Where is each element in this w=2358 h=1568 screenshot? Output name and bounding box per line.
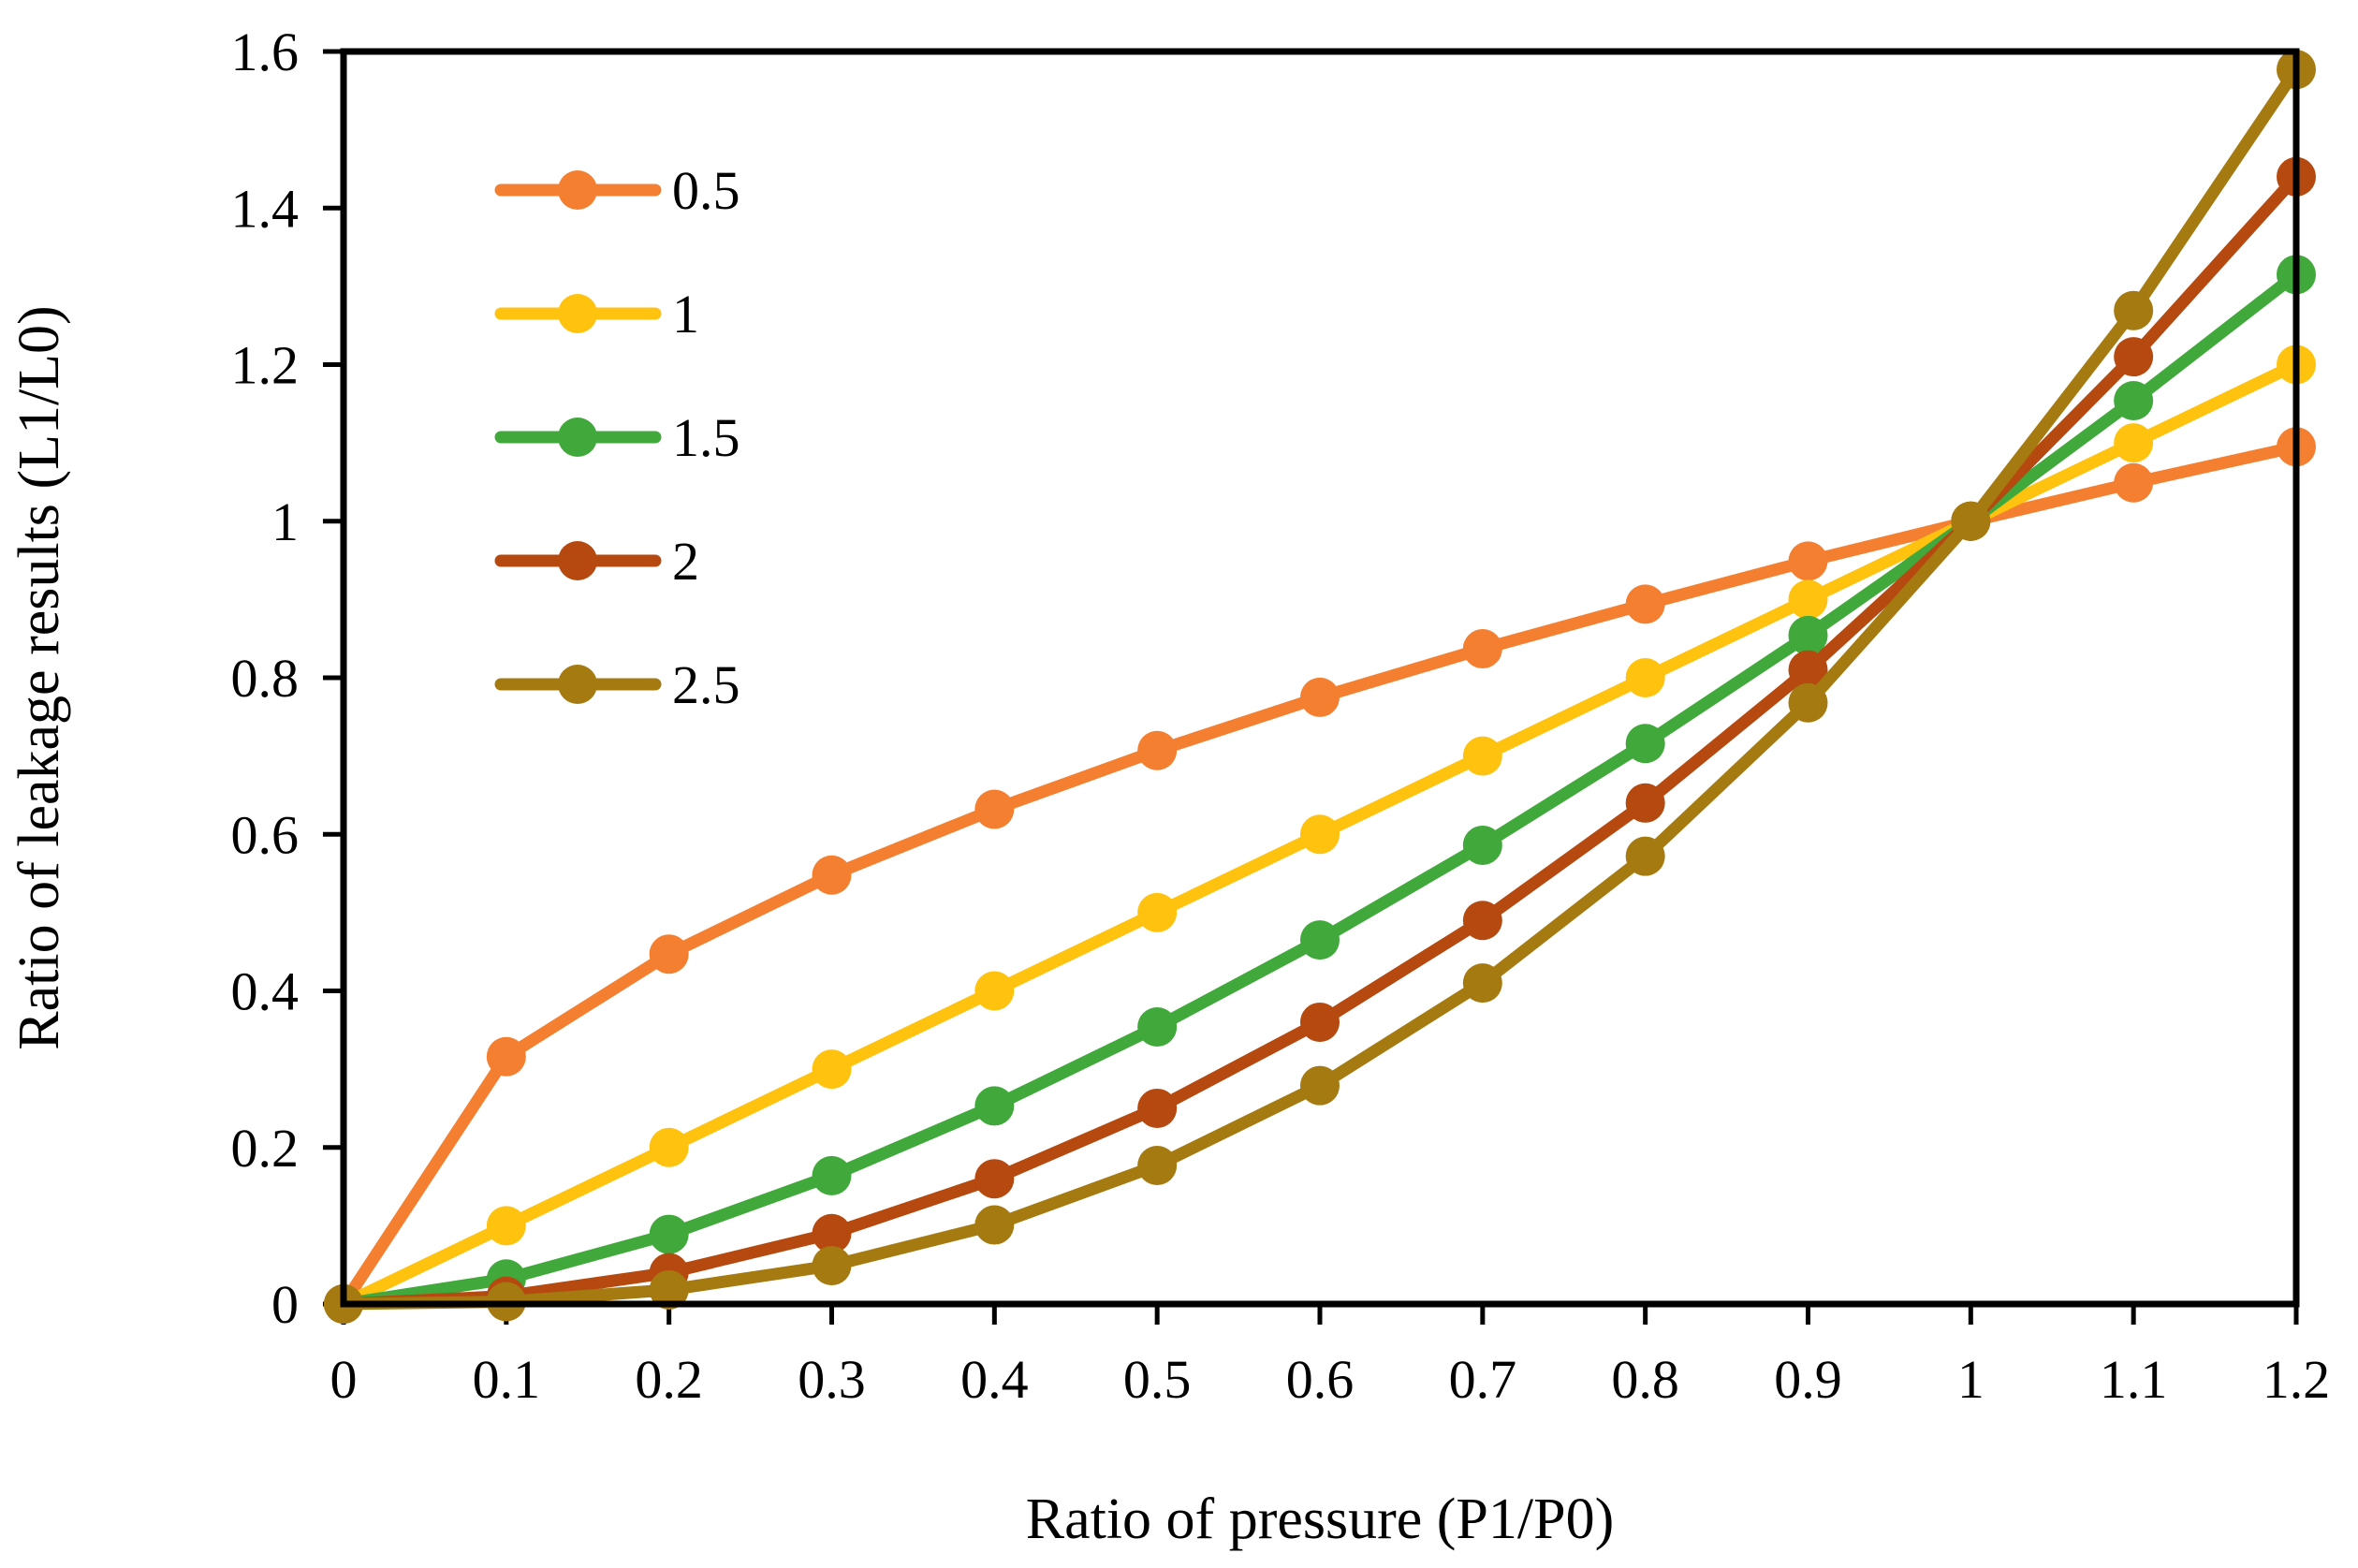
legend-label: 1.5 <box>672 407 740 468</box>
data-point <box>974 1205 1015 1245</box>
data-point <box>1625 836 1665 876</box>
data-point <box>486 1036 526 1077</box>
x-tick-label: 0.2 <box>635 1349 703 1410</box>
series-line <box>337 440 2303 1311</box>
legend: 0.5 1 1.5 2 2.5 <box>494 160 740 715</box>
data-point <box>649 1269 689 1310</box>
x-axis-title: Ratio of pressure (P1/P0) <box>1026 1487 1615 1551</box>
y-tick-label: 0 <box>271 1274 299 1335</box>
y-tick-label: 1.6 <box>231 22 300 82</box>
data-point <box>649 1214 689 1254</box>
data-point <box>1951 501 1991 541</box>
data-point <box>974 1086 1015 1126</box>
y-tick-label: 1.2 <box>231 335 300 396</box>
data-point <box>1300 1065 1340 1106</box>
legend-item: 2.5 <box>494 654 740 715</box>
data-point <box>1300 677 1340 717</box>
legend-label: 1 <box>672 284 699 344</box>
data-point <box>1788 579 1828 620</box>
x-tick-label: 1.2 <box>2263 1349 2331 1410</box>
legend-label: 0.5 <box>672 160 740 221</box>
legend-item: 0.5 <box>494 160 740 221</box>
data-point <box>2114 462 2154 503</box>
legend-item: 1.5 <box>494 407 740 468</box>
x-axis-ticks: 0 0.1 0.2 0.3 0.4 0.5 0.6 0.7 0.8 0.9 1 1.1 1.2 <box>330 1304 2331 1410</box>
x-tick-label: 0.6 <box>1286 1349 1355 1410</box>
legend-swatch-marker <box>558 665 597 704</box>
legend-swatch-marker <box>558 294 597 333</box>
data-point <box>1137 892 1178 932</box>
x-tick-label: 0.3 <box>798 1349 866 1410</box>
data-point <box>2114 380 2154 420</box>
data-point <box>812 1213 852 1253</box>
x-tick-label: 0.1 <box>473 1349 541 1410</box>
data-point <box>1462 736 1502 776</box>
data-point <box>1462 629 1502 669</box>
y-tick-label: 0.8 <box>231 648 300 709</box>
x-tick-label: 0.4 <box>960 1349 1029 1410</box>
data-point <box>1462 963 1502 1004</box>
data-point <box>1462 901 1502 941</box>
series-line <box>337 268 2303 1311</box>
x-tick-label: 0.8 <box>1611 1349 1679 1410</box>
legend-item: 1 <box>494 284 699 344</box>
data-point <box>1300 814 1340 855</box>
data-point <box>1137 730 1178 770</box>
data-point <box>486 1206 526 1246</box>
data-point <box>812 1049 852 1090</box>
series-2-5 <box>324 50 2316 1324</box>
data-point <box>1788 615 1828 655</box>
y-tick-label: 0.6 <box>231 804 300 865</box>
legend-swatch-marker <box>558 418 597 457</box>
y-tick-label: 1 <box>271 491 299 552</box>
data-point <box>812 1246 852 1286</box>
series-2 <box>324 156 2316 1324</box>
x-tick-label: 1.1 <box>2100 1349 2168 1410</box>
data-point <box>649 934 689 975</box>
data-point <box>1300 920 1340 960</box>
y-axis-ticks: 0 0.2 0.4 0.6 0.8 1 1.2 1.4 1.6 <box>231 22 344 1335</box>
data-point <box>1137 1145 1178 1185</box>
legend-label: 2 <box>672 531 699 592</box>
data-point <box>649 1127 689 1167</box>
data-point <box>1300 1002 1340 1042</box>
data-point <box>1462 825 1502 865</box>
legend-swatch-marker <box>558 170 597 210</box>
data-point <box>1625 658 1665 697</box>
series-layer <box>324 50 2316 1324</box>
data-point <box>1788 682 1828 723</box>
data-point <box>1625 783 1665 823</box>
x-tick-label: 1 <box>1957 1349 1985 1410</box>
data-point <box>974 789 1015 829</box>
x-tick-label: 0.7 <box>1449 1349 1517 1410</box>
x-tick-label: 0 <box>330 1349 358 1410</box>
data-point <box>812 1155 852 1195</box>
legend-swatch-marker <box>558 541 597 580</box>
legend-item: 2 <box>494 531 699 592</box>
data-point <box>1788 650 1828 690</box>
data-point <box>974 1159 1015 1199</box>
data-point <box>1625 584 1665 624</box>
data-point <box>2114 423 2154 463</box>
y-tick-label: 0.4 <box>231 961 300 1022</box>
data-point <box>1137 1088 1178 1128</box>
x-tick-label: 0.5 <box>1123 1349 1192 1410</box>
data-point <box>2114 337 2154 377</box>
data-point <box>812 855 852 895</box>
data-point <box>2114 290 2154 330</box>
x-tick-label: 0.9 <box>1774 1349 1842 1410</box>
plot-area-border <box>340 48 2300 1308</box>
data-point <box>974 971 1015 1011</box>
y-axis-title: Ratio of leakage results (L1/L0) <box>7 305 71 1049</box>
data-point <box>1625 724 1665 764</box>
y-tick-label: 0.2 <box>231 1118 300 1179</box>
data-point <box>1137 1006 1178 1047</box>
y-tick-label: 1.4 <box>231 178 300 239</box>
series-line <box>337 170 2303 1311</box>
legend-label: 2.5 <box>672 654 740 715</box>
data-point <box>1788 541 1828 581</box>
